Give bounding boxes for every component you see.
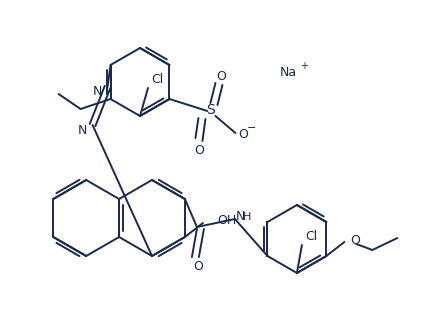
Text: Na: Na: [280, 66, 297, 78]
Text: O: O: [350, 234, 360, 248]
Text: Cl: Cl: [305, 229, 317, 243]
Text: N: N: [236, 211, 245, 223]
Text: S: S: [206, 103, 215, 117]
Text: +: +: [300, 61, 308, 71]
Text: O: O: [193, 260, 203, 273]
Text: O: O: [239, 127, 248, 140]
Text: −: −: [247, 123, 256, 133]
Text: H: H: [243, 212, 251, 222]
Text: O: O: [195, 144, 204, 157]
Text: O: O: [216, 70, 226, 82]
Text: N: N: [78, 123, 87, 136]
Text: N: N: [93, 84, 102, 98]
Text: Cl: Cl: [151, 72, 163, 85]
Text: OH: OH: [217, 213, 236, 226]
